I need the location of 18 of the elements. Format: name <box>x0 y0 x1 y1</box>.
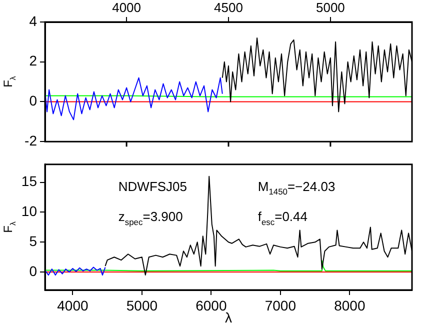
y-tick-label: 10 <box>21 203 38 220</box>
x-tick-label: 4500 <box>214 0 243 15</box>
x-tick-label: 5000 <box>316 0 345 15</box>
x-tick-label: 8000 <box>334 297 366 314</box>
x-tick-label: 7000 <box>264 297 296 314</box>
x-tick-label: 4000 <box>112 0 142 15</box>
y-tick-label: 0 <box>29 262 38 279</box>
y-tick-label: 5 <box>29 233 38 250</box>
x-tick-label: 4000 <box>57 297 88 314</box>
y-tick-label: 4 <box>29 12 38 29</box>
y-tick-label: 2 <box>29 52 38 69</box>
y-tick-label: 0 <box>29 92 38 109</box>
x-tick-label: 5000 <box>126 297 158 314</box>
annotation: NDWFSJ05 <box>118 178 188 194</box>
y-tick-label: 15 <box>21 173 38 190</box>
x-tick-label: 6000 <box>196 297 227 314</box>
y-tick-label: -2 <box>24 132 38 148</box>
x-axis-title: λ <box>225 309 232 326</box>
